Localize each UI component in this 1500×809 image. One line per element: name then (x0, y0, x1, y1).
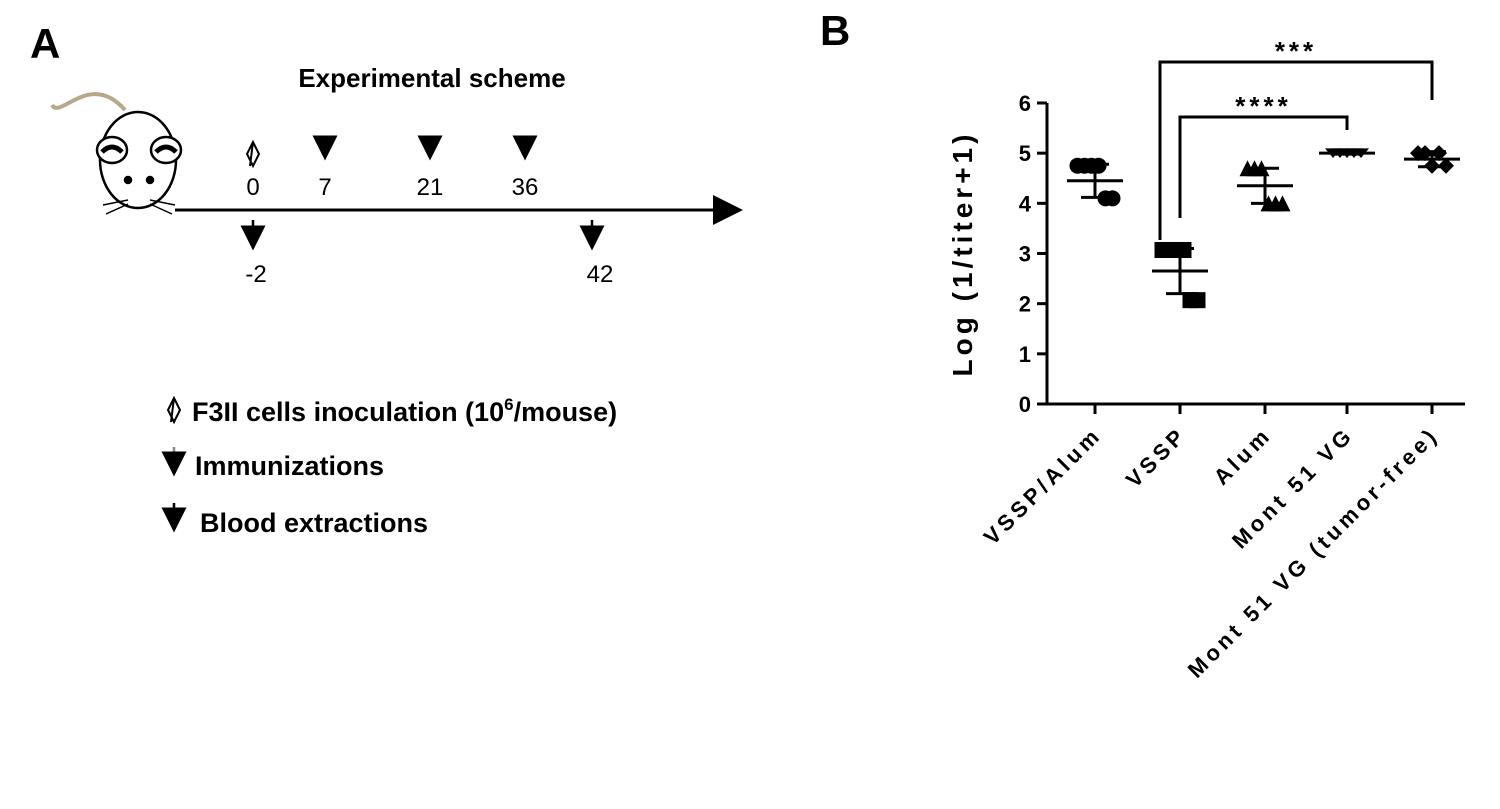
data-point (1175, 241, 1192, 258)
y-axis-label: Log (1/titer+1) (947, 131, 978, 377)
panel-label: A (30, 20, 60, 67)
blood-arrows (240, 220, 605, 251)
x-tick-label: Alum (1209, 422, 1277, 490)
legend-part: F3II cells inoculation (10 (192, 397, 504, 427)
y-tick-label: 3 (1019, 242, 1031, 267)
day-label: 21 (417, 174, 444, 201)
y-tick-label: 0 (1019, 392, 1031, 417)
inoculation-icon (245, 139, 261, 169)
error-bar (1333, 150, 1361, 156)
panel-label: B (820, 7, 850, 54)
data-point (1189, 292, 1206, 309)
legend-sup: 6 (504, 395, 513, 414)
legend-part: /mouse) (514, 397, 618, 427)
day-label: -2 (245, 261, 266, 288)
mouse-icon (50, 92, 183, 215)
y-tick-label: 5 (1019, 141, 1031, 166)
significance-bracket (1178, 115, 1349, 218)
immunization-arrows (312, 135, 538, 161)
y-tick-label: 2 (1019, 292, 1031, 317)
data-point (1090, 157, 1107, 174)
diagram-title: Experimental scheme (298, 63, 565, 93)
significance-label: **** (1235, 91, 1291, 121)
data-point (1431, 145, 1447, 162)
significance-label: *** (1275, 36, 1317, 66)
legend-text: Blood extractions (200, 508, 428, 538)
data-point (1104, 190, 1121, 207)
y-tick-label: 1 (1019, 342, 1031, 367)
day-label: 42 (587, 261, 614, 288)
day-label: 36 (512, 174, 539, 201)
error-bar (1081, 162, 1109, 199)
day-label: 7 (318, 174, 331, 201)
data-point (1417, 145, 1433, 162)
legend-text: Immunizations (195, 451, 384, 481)
significance-bracket (1158, 60, 1434, 240)
legend-text: F3II cells inoculation (106/mouse) (192, 395, 617, 427)
y-tick-label: 6 (1019, 91, 1031, 116)
legend-icon (166, 395, 182, 425)
error-bar (1166, 246, 1194, 296)
error-bar (1251, 166, 1279, 205)
x-tick-label: VSSP/Alum (979, 422, 1107, 550)
y-tick-label: 4 (1019, 191, 1032, 216)
data-point (1274, 195, 1291, 212)
x-tick-label: VSSP (1121, 422, 1192, 493)
error-bar (1418, 150, 1446, 169)
day-label: 0 (246, 174, 259, 201)
